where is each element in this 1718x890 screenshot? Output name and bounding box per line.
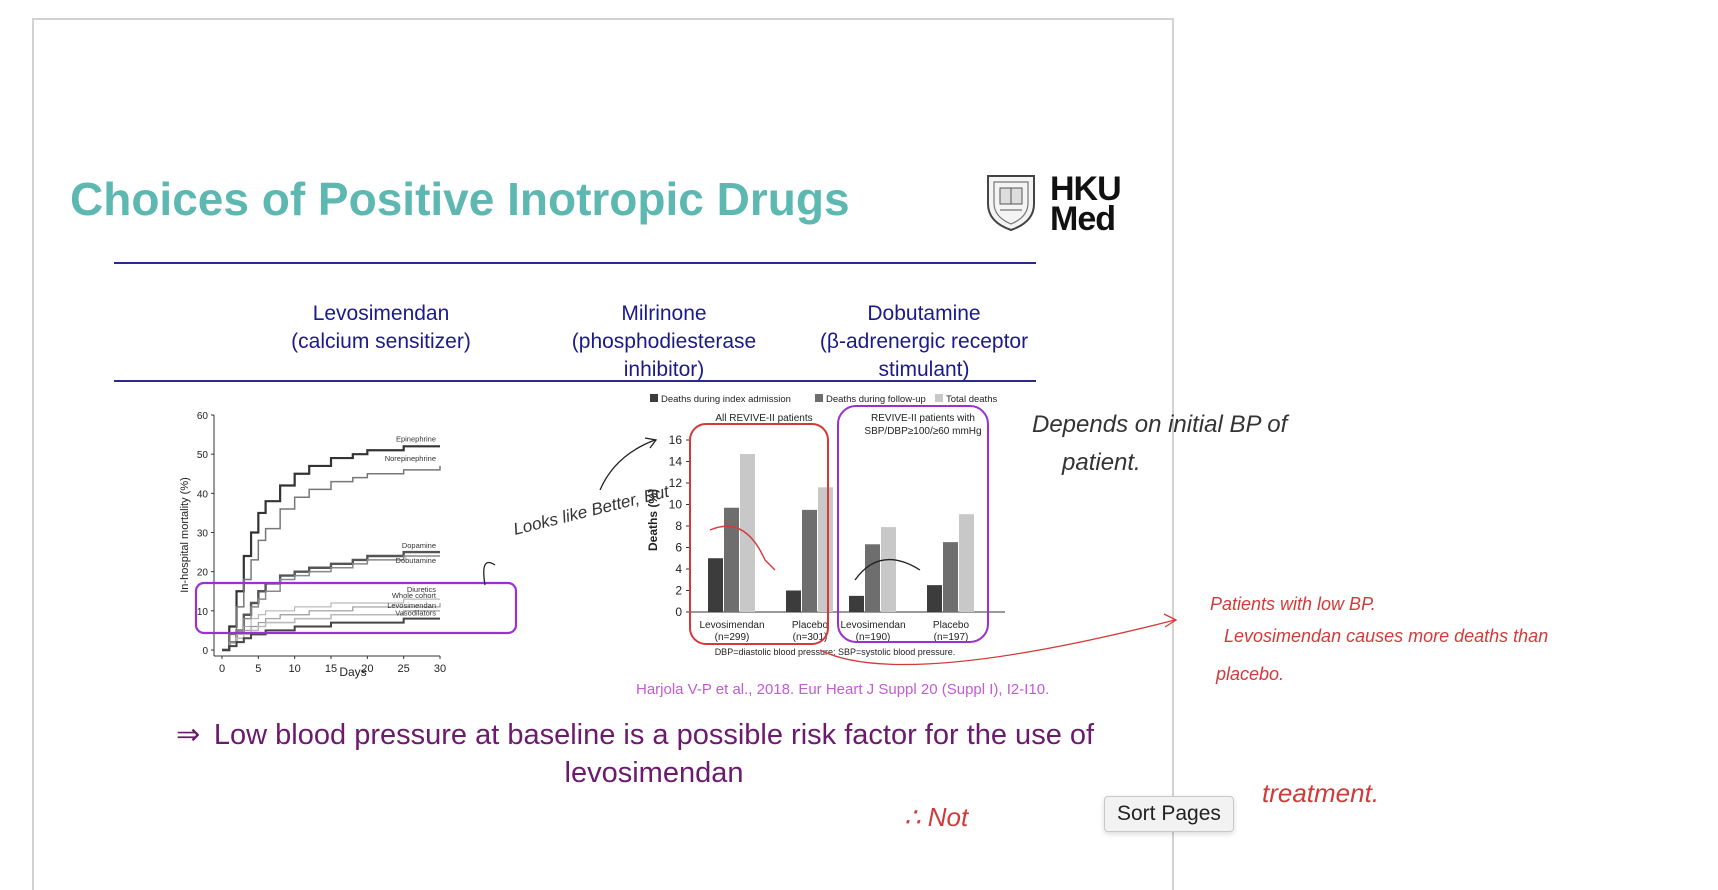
bar-2-3 xyxy=(818,487,833,612)
hku-med-logo: HKU Med xyxy=(984,170,1184,260)
slide-title: Choices of Positive Inotropic Drugs xyxy=(70,173,850,225)
series-label: Dobutamine xyxy=(396,556,436,565)
mortality-line-chart: 0 10 20 30 40 50 60 0 5 10 15 20 25 30 Epinephrine Nor… xyxy=(180,411,446,679)
y-axis-label: Deaths (%) xyxy=(646,489,660,551)
y-tick-label: 8 xyxy=(675,519,682,533)
column-header-levosimendan: Levosimendan (calcium sensitizer) xyxy=(256,300,506,356)
category-label: Levosimendan xyxy=(699,620,764,631)
citation: Harjola V-P et al., 2018. Eur Heart J Su… xyxy=(636,681,1050,698)
drug-class: (calcium sensitizer) xyxy=(291,330,471,353)
bar-4-2 xyxy=(943,542,958,612)
bar-3-1 xyxy=(849,595,864,612)
x-tick-label: 10 xyxy=(289,663,301,675)
y-tick-label: 4 xyxy=(675,562,682,576)
y-tick-label: 30 xyxy=(197,529,209,540)
series-label: Dopamine xyxy=(402,541,436,550)
series-label: Vasodilators xyxy=(395,609,436,618)
y-tick-label: 50 xyxy=(197,450,209,461)
legend-swatch xyxy=(815,394,823,402)
y-tick-label: 40 xyxy=(197,489,209,500)
y-tick-label: 0 xyxy=(202,646,208,657)
legend-swatch xyxy=(935,394,943,402)
conclusion-body: Low blood pressure at baseline is a poss… xyxy=(213,719,1095,789)
bar-3-2 xyxy=(865,544,880,612)
drug-class: (phosphodiesterase inhibitor) xyxy=(571,330,757,381)
drug-name: Dobutamine xyxy=(867,302,981,325)
y-tick-label: 2 xyxy=(675,584,682,598)
logo-text: HKU Med xyxy=(1050,170,1122,238)
header-bottom-rule xyxy=(114,380,1036,382)
x-tick-label: 30 xyxy=(434,663,446,675)
bar-2-2 xyxy=(802,509,817,612)
university-crest-icon xyxy=(987,175,1035,232)
bar-4-3 xyxy=(959,514,974,612)
chart-footnote: DBP=diastolic blood pressure; SBP=systol… xyxy=(715,647,956,657)
y-axis-label: In-hospital mortality (%) xyxy=(180,477,191,593)
bar-1-1 xyxy=(708,558,723,612)
deaths-bar-chart: Deaths during index admission Deaths duri… xyxy=(646,394,1005,657)
y-tick-label: 16 xyxy=(669,433,683,447)
bar-4-1 xyxy=(927,585,942,612)
category-n-label: (n=301) xyxy=(793,632,828,643)
header-top-rule xyxy=(114,262,1036,264)
x-axis-label: Days xyxy=(339,665,366,679)
column-header-milrinone: Milrinone (phosphodiesterase inhibitor) xyxy=(564,300,764,384)
series-line-vasodilators xyxy=(222,617,440,651)
y-tick-label: 0 xyxy=(675,605,682,619)
series-label: Whole cohort xyxy=(392,591,437,600)
y-tick-label: 20 xyxy=(197,568,209,579)
x-tick-label: 0 xyxy=(219,663,225,675)
category-label: Levosimendan xyxy=(840,620,905,631)
y-tick-label: 6 xyxy=(675,541,682,555)
category-n-label: (n=190) xyxy=(856,632,891,643)
legend-swatch xyxy=(650,394,658,402)
x-tick-label: 25 xyxy=(398,663,410,675)
column-header-dobutamine: Dobutamine (β-adrenergic receptor stimul… xyxy=(804,300,1044,384)
implies-arrow-icon: ⇒ xyxy=(176,719,201,751)
legend-label: Deaths during index admission xyxy=(661,394,791,405)
sort-pages-tooltip: Sort Pages xyxy=(1104,796,1234,832)
drug-class: (β-adrenergic receptor stimulant) xyxy=(819,330,1029,381)
y-tick-label: 10 xyxy=(197,607,209,618)
y-tick-label: 10 xyxy=(669,498,683,512)
x-tick-label: 15 xyxy=(325,663,337,675)
panel-title-all: All REVIVE-II patients xyxy=(715,413,812,424)
panel-title-subgroup: REVIVE-II patients with SBP/DBP≥100/≥60 m… xyxy=(864,413,981,437)
category-n-label: (n=197) xyxy=(934,632,969,643)
drug-name: Milrinone xyxy=(621,302,707,325)
bar-1-3 xyxy=(740,453,755,612)
category-label: Placebo xyxy=(792,620,829,631)
ink-note-treatment: treatment. xyxy=(1262,778,1379,808)
bar-2-1 xyxy=(786,590,801,612)
x-tick-label: 20 xyxy=(361,663,373,675)
series-label: Norepinephrine xyxy=(385,454,436,463)
bar-1-2 xyxy=(724,507,739,612)
ink-note-low-bp: Patients with low BP. Levosimendan cause… xyxy=(1210,594,1553,684)
series-label: Epinephrine xyxy=(396,434,436,443)
legend-label: Deaths during follow-up xyxy=(826,394,926,405)
y-tick-label: 14 xyxy=(669,455,683,469)
x-tick-label: 5 xyxy=(255,663,261,675)
bar-3-3 xyxy=(881,527,896,612)
y-tick-label: 60 xyxy=(197,411,209,422)
drug-name: Levosimendan xyxy=(312,302,450,325)
y-tick-label: 12 xyxy=(669,476,683,490)
category-n-label: (n=299) xyxy=(715,632,750,643)
legend-label: Total deaths xyxy=(946,394,997,405)
category-label: Placebo xyxy=(933,620,970,631)
conclusion-text: ⇒ Low blood pressure at baseline is a po… xyxy=(134,716,1114,792)
